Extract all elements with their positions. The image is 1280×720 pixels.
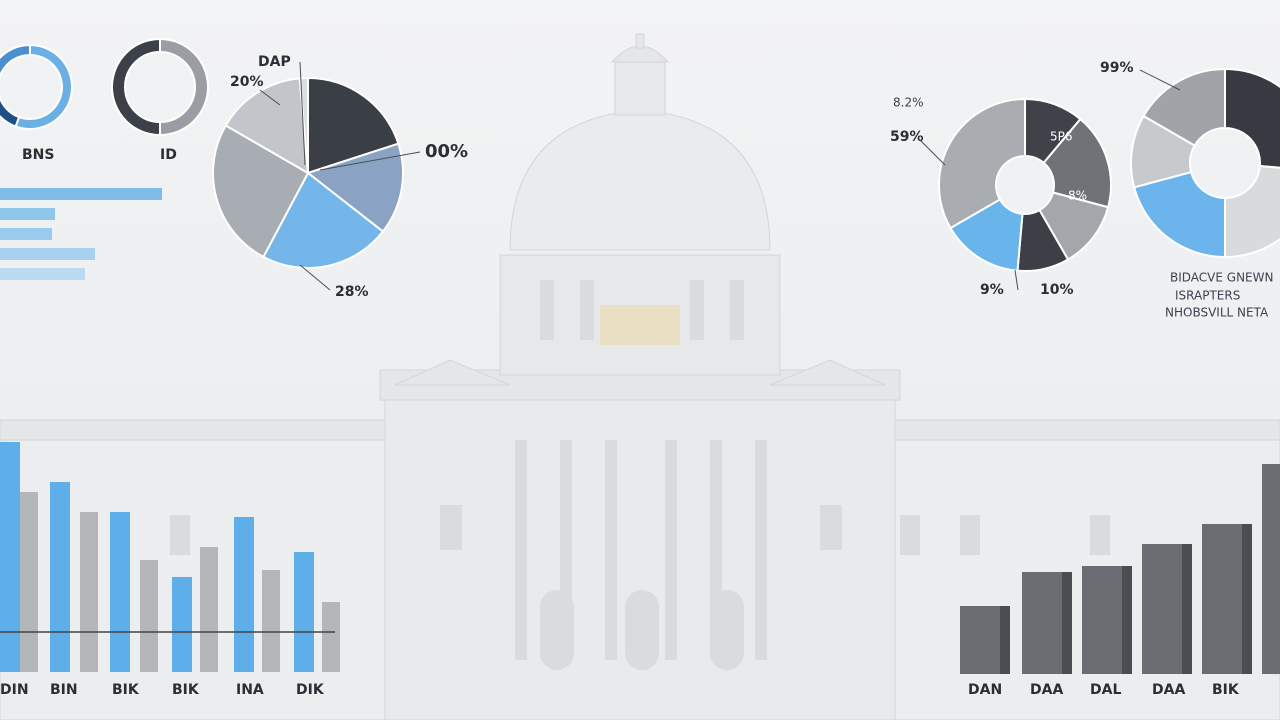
bar: [140, 560, 158, 672]
label: 8%: [1068, 189, 1087, 203]
segment: [0, 96, 21, 128]
bar: [234, 517, 254, 672]
x-label: DAA: [1152, 682, 1185, 698]
x-label: INA: [236, 682, 264, 698]
bar-side: [1182, 544, 1192, 674]
bar-side: [1122, 566, 1132, 674]
label: 59%: [890, 129, 924, 145]
bottom-labels: DIN BIN BIK BIK INA DIK DAN DAA DAL DAA BIK: [0, 682, 1240, 698]
label: DAP: [258, 54, 291, 70]
x-label: DIN: [0, 682, 29, 698]
legend-item: NHOBSVILL NETA: [1165, 306, 1269, 320]
x-label: DAN: [968, 682, 1002, 698]
label: 10%: [1040, 282, 1074, 298]
bar: [262, 570, 280, 672]
leader-line: [919, 139, 946, 166]
segment: [1132, 170, 1226, 259]
segment: [307, 76, 400, 175]
bar: [200, 547, 218, 672]
x-label: BIN: [50, 682, 78, 698]
label: 8.2%: [893, 96, 924, 110]
h-bar: [0, 188, 162, 200]
segment: [224, 77, 310, 175]
bar-side: [1242, 524, 1252, 674]
label: 20%: [230, 74, 264, 90]
segment: [0, 43, 31, 99]
segment: [1024, 97, 1082, 165]
bar: [322, 602, 340, 672]
label: 9%: [980, 282, 1004, 298]
leader-line: [259, 89, 281, 106]
segment: [1224, 67, 1280, 169]
segment: [212, 124, 310, 259]
bar: [294, 552, 314, 672]
bar: [0, 442, 20, 672]
bar: [110, 512, 130, 672]
leader-line: [319, 151, 421, 171]
bar: [80, 512, 98, 672]
x-label: DIK: [296, 682, 325, 698]
x-label: BIK: [172, 682, 200, 698]
bar: [20, 492, 38, 672]
bar: [172, 577, 192, 672]
bar: [1262, 464, 1280, 674]
legend-item: BIDACVE GNEWN: [1170, 271, 1273, 285]
leader-line: [299, 264, 331, 291]
leader-line: [1014, 269, 1019, 291]
h-bar: [0, 268, 85, 280]
h-bar: [0, 208, 55, 220]
legend-item: ISRAPTERS: [1175, 289, 1240, 303]
label: BNS: [22, 147, 54, 163]
segment: [1224, 164, 1280, 259]
segment: [305, 142, 404, 233]
x-label: DAL: [1090, 682, 1121, 698]
segment: [1042, 117, 1112, 209]
h-bar: [0, 228, 52, 240]
segment: [262, 171, 385, 269]
bar-side: [1000, 606, 1010, 674]
x-label: BIK: [112, 682, 140, 698]
bar: [50, 482, 70, 672]
chart-overlays: [0, 37, 1280, 674]
leader-line: [299, 61, 306, 166]
segment: [938, 97, 1026, 230]
label: 99%: [1100, 60, 1134, 76]
label: 28%: [335, 284, 369, 300]
h-bar: [0, 248, 95, 260]
x-label: BIK: [1212, 682, 1240, 698]
bar-side: [1062, 572, 1072, 674]
x-label: DAA: [1030, 682, 1063, 698]
leader-line: [1139, 69, 1181, 91]
label: 00%: [425, 141, 468, 162]
label: 5P6: [1050, 130, 1073, 144]
label: ID: [160, 147, 177, 163]
segment: [111, 37, 161, 137]
segment: [1142, 67, 1226, 147]
